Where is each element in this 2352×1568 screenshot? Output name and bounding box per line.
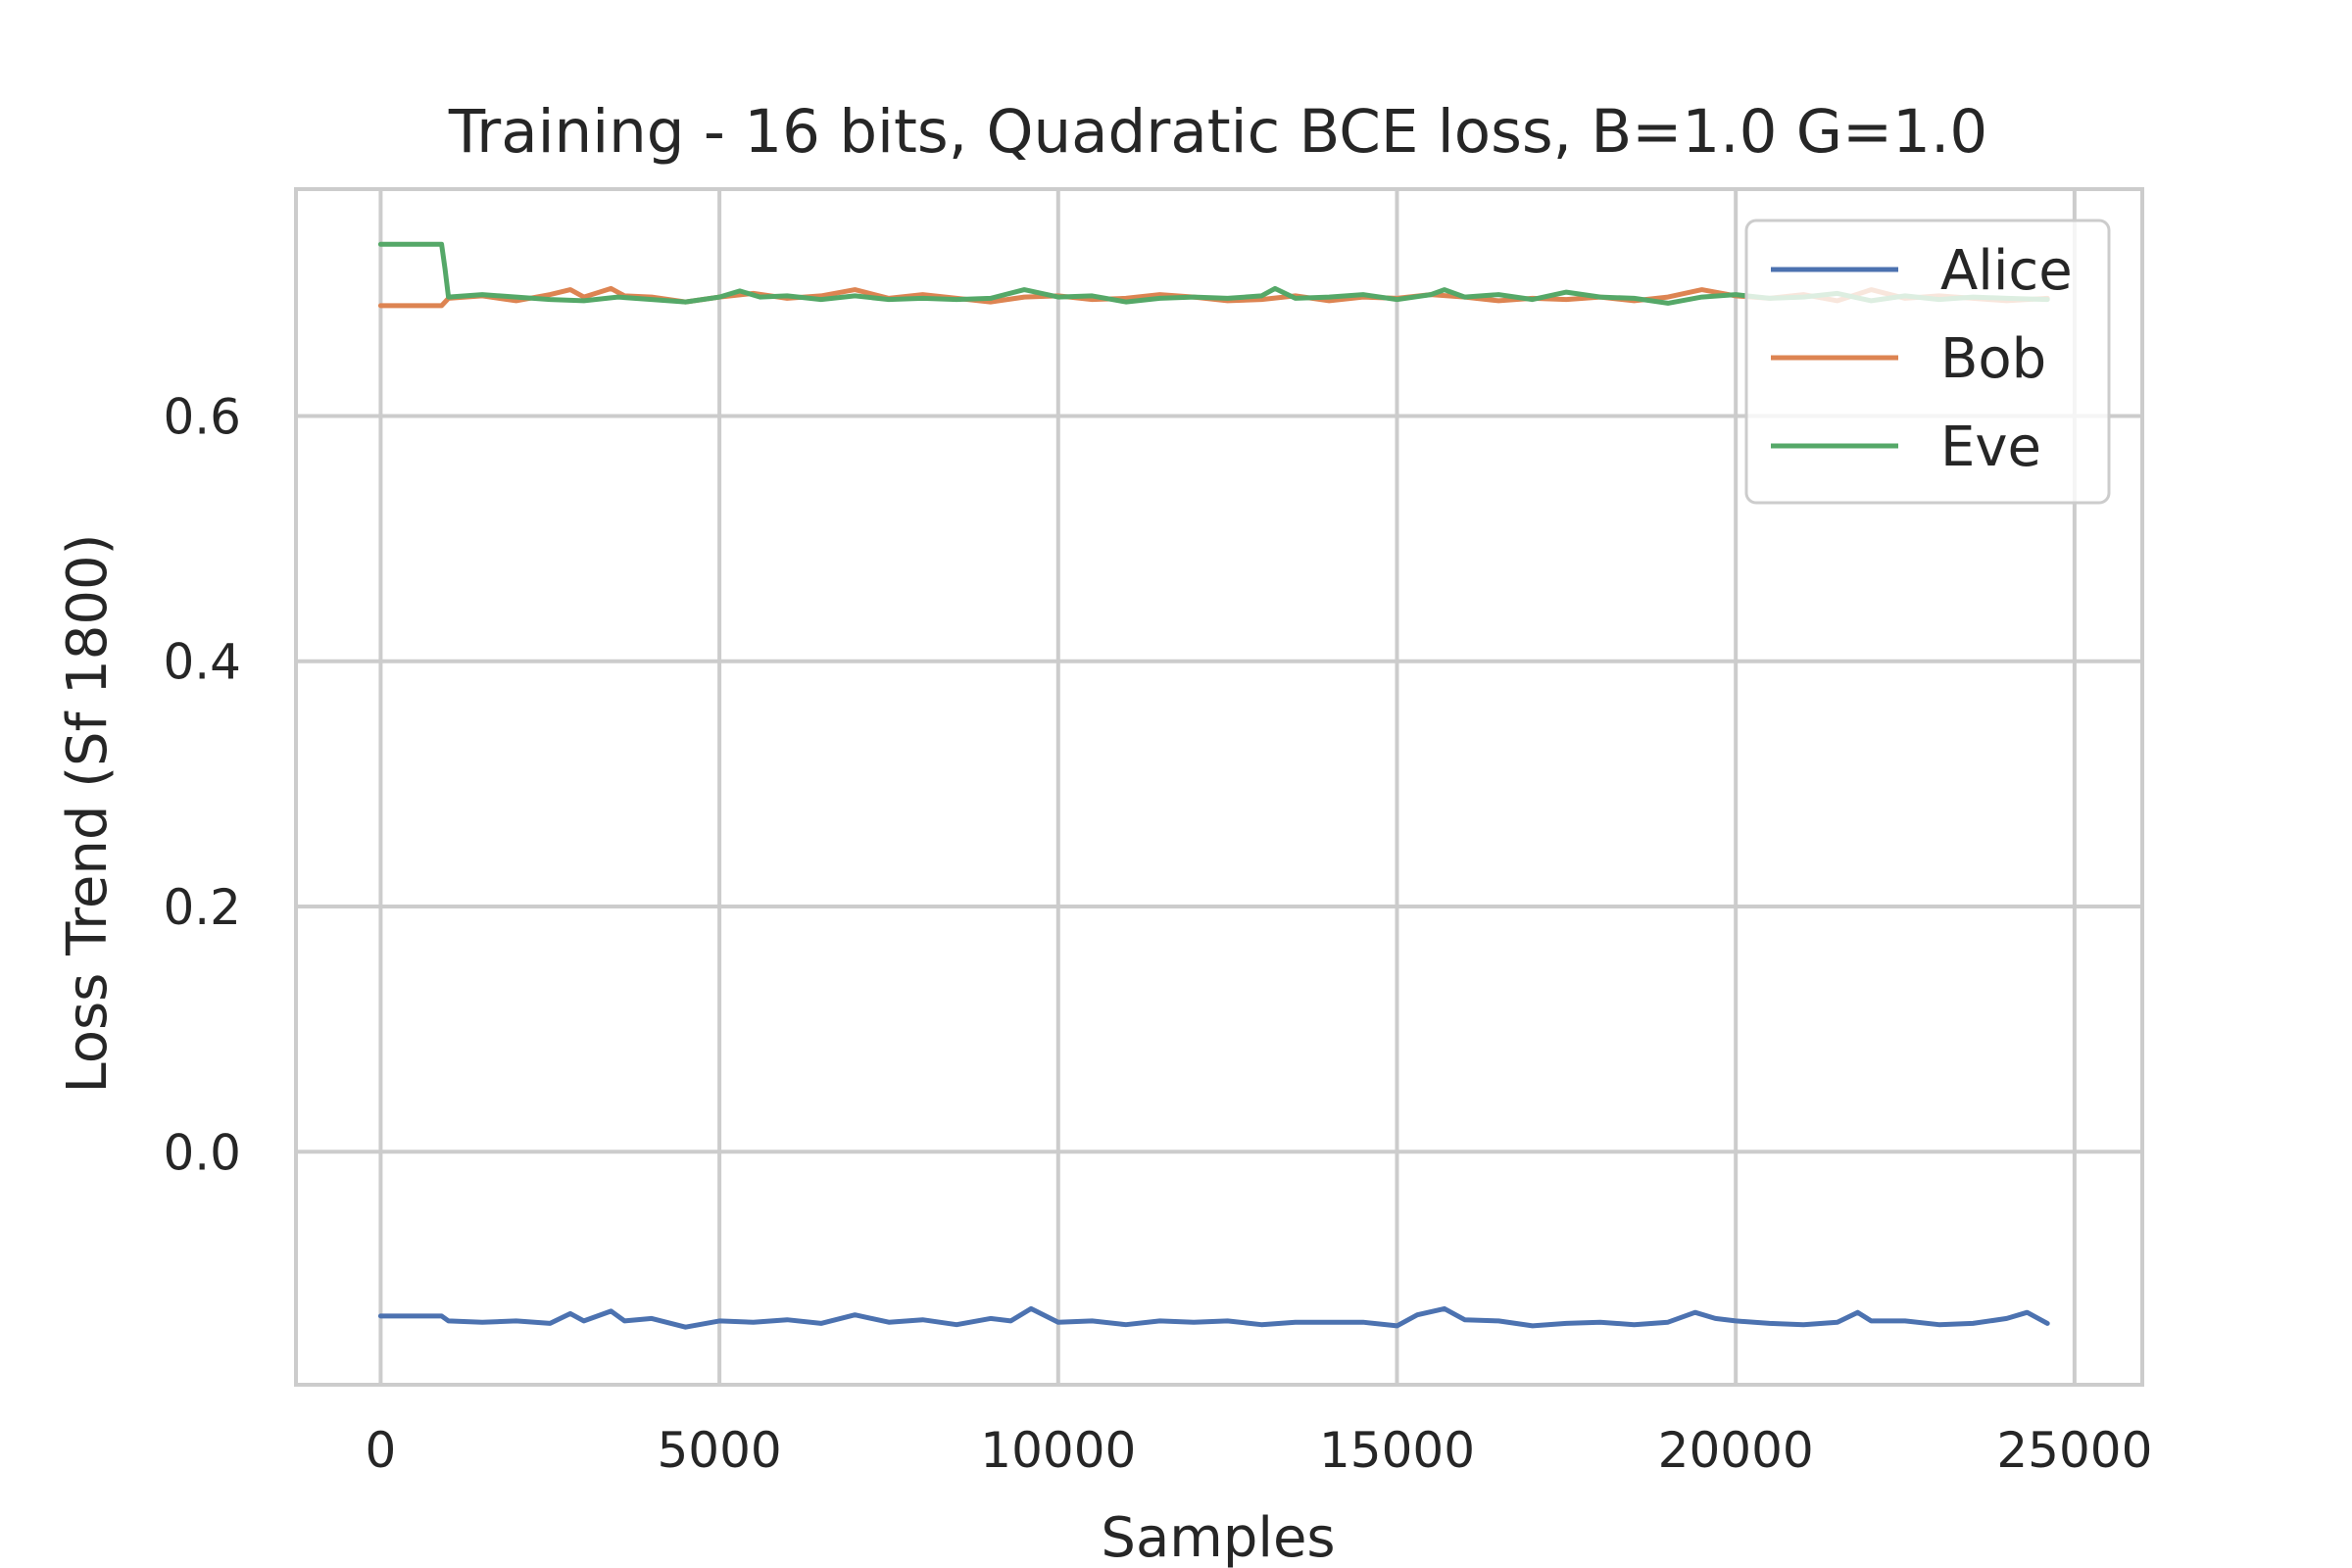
legend-label-eve: Eve [1940, 416, 2041, 479]
x-tick-label: 25000 [1996, 1422, 2152, 1479]
series-line-eve [377, 241, 2050, 306]
x-tick-label: 0 [366, 1422, 397, 1479]
y-axis-label: Loss Trend (Sf 1800) [56, 534, 120, 1094]
y-tick-labels: 0.0 0.2 0.4 0.6 [163, 388, 241, 1181]
legend-label-bob: Bob [1940, 327, 2046, 391]
x-tick-label: 20000 [1658, 1422, 1814, 1479]
y-tick-label: 0.6 [163, 388, 241, 445]
x-tick-labels: 0 5000 10000 15000 20000 25000 [366, 1422, 2153, 1479]
legend-box [1744, 219, 2111, 505]
y-tick-label: 0.4 [163, 634, 241, 691]
series-line-alice [377, 1305, 2050, 1330]
legend: Alice Bob Eve [1744, 219, 2111, 505]
chart-title: Training - 16 bits, Quadratic BCE loss, … [448, 97, 1987, 167]
x-gridlines [378, 189, 2077, 1385]
x-tick-label: 15000 [1319, 1422, 1475, 1479]
x-tick-label: 10000 [980, 1422, 1136, 1479]
plot-area-frame [294, 187, 2144, 1387]
legend-label-alice: Alice [1940, 239, 2073, 303]
x-tick-label: 5000 [657, 1422, 781, 1479]
x-axis-label: Samples [1101, 1506, 1335, 1568]
y-tick-label: 0.0 [163, 1124, 241, 1181]
y-tick-label: 0.2 [163, 879, 241, 936]
